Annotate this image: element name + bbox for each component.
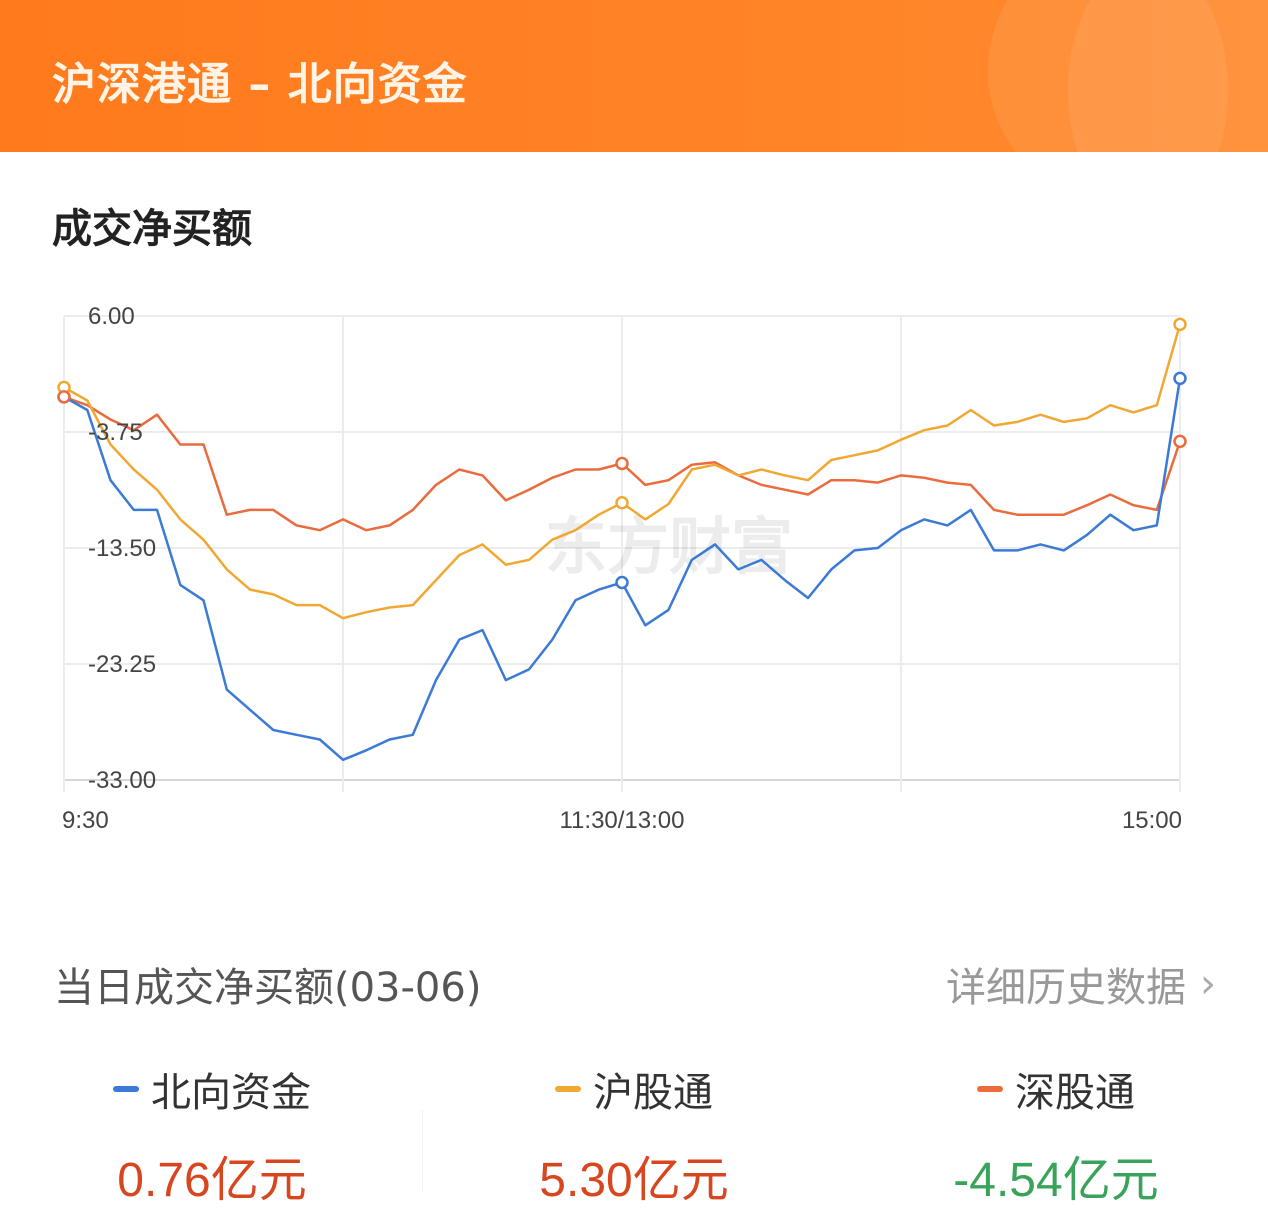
- page-title: 沪深港通 – 北向资金: [52, 59, 468, 110]
- history-data-label: 详细历史数据: [946, 965, 1186, 1011]
- legend-dash-icon: [555, 1086, 581, 1092]
- data-point-marker: [615, 575, 629, 590]
- data-point-marker: [615, 496, 629, 510]
- data-point-marker: [1173, 317, 1187, 332]
- y-axis-labels: 6.00 -3.75 -13.50 -23.25 -33.00: [88, 303, 156, 794]
- stat-shanghai-connect: 沪股通 5.30亿元: [454, 1060, 814, 1210]
- data-point-marker: [57, 390, 71, 404]
- y-tick-label: -23.25: [88, 651, 156, 678]
- x-tick-label: 15:00: [1122, 807, 1182, 834]
- divider: [422, 1110, 423, 1190]
- section-title: 成交净买额: [52, 206, 252, 252]
- stat-value: 5.30亿元: [539, 1154, 729, 1207]
- x-axis-labels: 9:30 11:30/13:00 15:00: [62, 807, 1182, 834]
- y-tick-label: -33.00: [88, 767, 156, 794]
- x-tick-label: 9:30: [62, 807, 109, 834]
- data-point-marker: [1173, 371, 1187, 386]
- stat-name: 沪股通: [593, 1070, 713, 1116]
- stat-northbound: 北向资金 0.76亿元: [32, 1060, 392, 1210]
- stat-shenzhen-connect: 深股通 -4.54亿元: [876, 1060, 1236, 1210]
- history-data-link[interactable]: 详细历史数据 ›: [946, 955, 1216, 1013]
- legend-dash-icon: [977, 1086, 1003, 1092]
- x-tick-label: 11:30/13:00: [559, 807, 684, 834]
- y-tick-label: 6.00: [88, 303, 135, 330]
- stat-value: -4.54亿元: [953, 1154, 1159, 1207]
- legend-dash-icon: [113, 1086, 139, 1092]
- data-point-marker: [615, 456, 629, 471]
- stat-name: 北向资金: [151, 1070, 311, 1116]
- y-tick-label: -3.75: [88, 419, 143, 446]
- stat-name: 深股通: [1015, 1070, 1135, 1116]
- y-tick-label: -13.50: [88, 535, 156, 562]
- net-buy-line-chart[interactable]: 东方财富 6.00 -3.75 -13.50 -23.25 -33.00 9:30 11:…: [0, 290, 1268, 850]
- stat-value: 0.76亿元: [117, 1154, 307, 1207]
- chart-grid: [63, 315, 1181, 792]
- header-decoration: [1068, 0, 1228, 152]
- header-decoration: [988, 0, 1268, 152]
- header-banner: 沪深港通 – 北向资金: [0, 0, 1268, 152]
- chevron-right-icon: ›: [1200, 961, 1216, 1007]
- daily-net-buy-label: 当日成交净买额(03-06): [54, 965, 482, 1011]
- chart-lines: [57, 317, 1187, 762]
- watermark-logo: 东方财富: [545, 510, 793, 583]
- data-point-marker: [1173, 434, 1187, 449]
